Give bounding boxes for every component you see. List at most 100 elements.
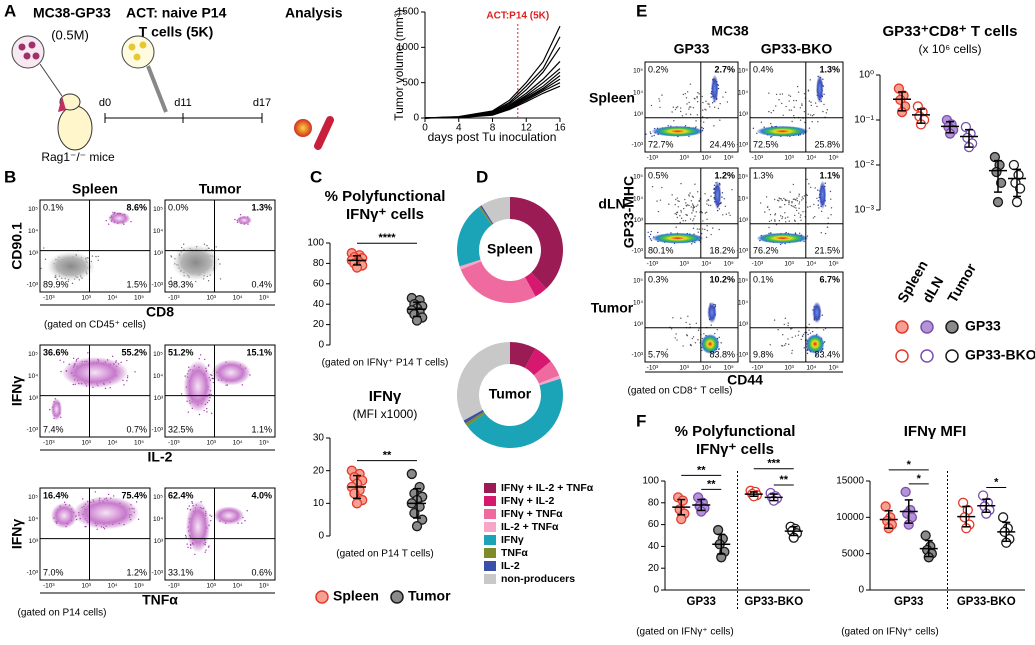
cell-event bbox=[670, 328, 673, 330]
cell-event bbox=[824, 232, 827, 235]
cell-event bbox=[793, 114, 795, 117]
row-label: dLN bbox=[598, 196, 625, 212]
cell-event bbox=[808, 127, 811, 129]
cell-event bbox=[697, 204, 699, 206]
legend-label: non-producers bbox=[501, 573, 575, 585]
cell-density bbox=[711, 74, 719, 104]
cell-event bbox=[684, 198, 686, 201]
sig-label: * bbox=[917, 473, 922, 485]
cell-event bbox=[680, 209, 682, 212]
cell-event bbox=[768, 110, 770, 113]
x-tick-label: 4 bbox=[456, 123, 462, 134]
cell-event bbox=[691, 337, 694, 340]
cell-event bbox=[788, 94, 790, 96]
cell-event bbox=[798, 203, 800, 205]
cell-event bbox=[774, 213, 777, 215]
data-point bbox=[957, 497, 969, 508]
legend-label: TNFα bbox=[501, 547, 528, 559]
cell-event bbox=[672, 106, 675, 108]
cell-event bbox=[768, 226, 770, 229]
cell-event bbox=[808, 329, 810, 331]
cell-event bbox=[793, 219, 796, 221]
cell bbox=[128, 43, 136, 51]
chart-title: IFNγ MFI bbox=[904, 423, 967, 440]
cell-event bbox=[649, 131, 651, 133]
cell-event bbox=[710, 195, 712, 197]
cell-event bbox=[72, 357, 75, 360]
cell-event bbox=[651, 135, 653, 137]
cell-event bbox=[814, 102, 817, 104]
flow-tick-label: 10⁵ bbox=[259, 583, 269, 590]
mouse-head bbox=[59, 93, 81, 111]
flow-tick-label: 10⁵ bbox=[633, 278, 643, 285]
cell-event bbox=[713, 106, 716, 108]
cell-event bbox=[793, 99, 795, 102]
cell-density bbox=[713, 180, 722, 210]
cell-event bbox=[780, 198, 782, 200]
cell-event bbox=[203, 243, 206, 245]
y-tick-label: 60 bbox=[313, 278, 325, 289]
cell-event bbox=[783, 203, 786, 206]
quadrant-percent: 10.2% bbox=[709, 274, 735, 284]
cell-event bbox=[688, 101, 690, 104]
cell-event bbox=[799, 119, 802, 121]
flow-tick-label: 10³ bbox=[679, 365, 689, 372]
quadrant-percent: 1.1% bbox=[819, 170, 840, 180]
legend-label: IFNγ + IL-2 bbox=[501, 495, 555, 507]
cell-event bbox=[714, 332, 716, 335]
flow-plot-frame bbox=[164, 199, 276, 293]
cell-event bbox=[112, 495, 115, 497]
cell-event bbox=[87, 352, 89, 354]
x-tick-label: GP33-BKO bbox=[744, 596, 803, 608]
cell-event bbox=[801, 335, 804, 337]
quadrant-percent: 0.6% bbox=[251, 567, 272, 577]
cell-event bbox=[807, 90, 810, 92]
cell-event bbox=[722, 96, 724, 98]
flow-tick-label: 10⁵ bbox=[633, 174, 643, 181]
cell-event bbox=[692, 227, 695, 230]
flow-tick-label: 10³ bbox=[29, 538, 39, 545]
cell-event bbox=[821, 314, 824, 316]
flow-tick-label: 10⁴ bbox=[806, 261, 816, 268]
quadrant-percent: 32.5% bbox=[168, 424, 194, 434]
tumor-dose: (0.5M) bbox=[51, 27, 89, 42]
cell-event bbox=[716, 329, 718, 331]
cell-event bbox=[792, 198, 795, 200]
cell-event bbox=[701, 349, 703, 351]
panel-label: C bbox=[310, 167, 322, 186]
y-tick-label: 0 bbox=[318, 340, 324, 351]
cell-event bbox=[790, 204, 793, 207]
cell-event bbox=[765, 196, 768, 198]
cell-event bbox=[185, 536, 187, 538]
legend-label: Spleen bbox=[333, 588, 379, 604]
flow-tick-label: 10³ bbox=[679, 155, 689, 162]
cell-event bbox=[801, 199, 803, 201]
cell-event bbox=[788, 109, 791, 111]
act-label: ACT: naive P14 bbox=[126, 5, 227, 21]
cell-event bbox=[775, 93, 778, 96]
legend-label: Tumor bbox=[944, 260, 979, 305]
legend-label: IFNγ + IL-2 + TNFα bbox=[501, 482, 594, 494]
y-tick-label: 100 bbox=[307, 238, 324, 249]
cell-event bbox=[795, 199, 797, 201]
gating-note: (gated on CD45⁺ cells) bbox=[44, 320, 146, 331]
cell-event bbox=[814, 187, 816, 189]
cell-event bbox=[204, 551, 206, 553]
cell-event bbox=[170, 256, 173, 258]
cell-event bbox=[62, 361, 65, 363]
flow-tick-label: 10⁵ bbox=[738, 68, 748, 75]
cell-event bbox=[806, 352, 809, 355]
annotation: ACT:P14 (5K) bbox=[486, 11, 549, 22]
quadrant-percent: 51.2% bbox=[168, 347, 194, 357]
flow-tick-label: -10³ bbox=[26, 426, 38, 433]
cell-event bbox=[789, 191, 791, 193]
cell-event bbox=[783, 197, 785, 200]
chart-title: GP33⁺CD8⁺ T cells bbox=[882, 23, 1017, 40]
cell-event bbox=[645, 133, 647, 135]
cell-event bbox=[787, 324, 789, 327]
cell-event bbox=[691, 243, 693, 245]
cell-event bbox=[827, 217, 829, 219]
flow-tick-label: 10³ bbox=[784, 261, 794, 268]
cell-event bbox=[120, 361, 122, 364]
quadrant-percent: 72.7% bbox=[648, 139, 674, 149]
